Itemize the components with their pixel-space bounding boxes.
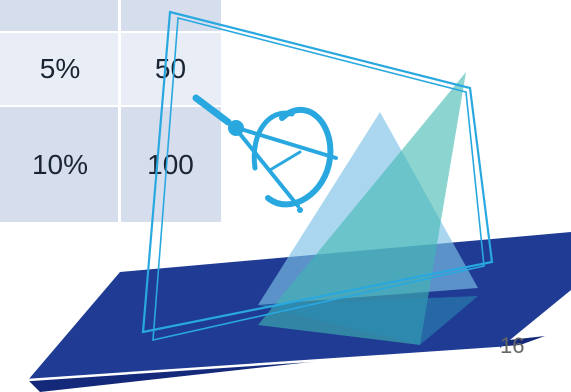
table-cell-percent: 10% [0,107,120,222]
value-table: 5% 50 10% 100 [0,0,221,222]
base-slab-edge [27,346,501,382]
frame-panel-back [152,16,485,342]
table-divider-vertical [118,0,121,222]
table-divider-horizontal [0,31,221,33]
table-divider-horizontal [0,105,221,107]
frame-panel-front [141,10,494,334]
table-cell-percent [0,0,120,31]
table-cell-value: 100 [120,107,221,222]
compass-drafting-icon [192,94,338,213]
triangle-shadow [258,296,478,345]
table-cell-percent: 5% [0,33,120,105]
table-cell-value: 50 [120,33,221,105]
base-slab-side [28,336,545,392]
page-number: 16 [500,333,525,358]
